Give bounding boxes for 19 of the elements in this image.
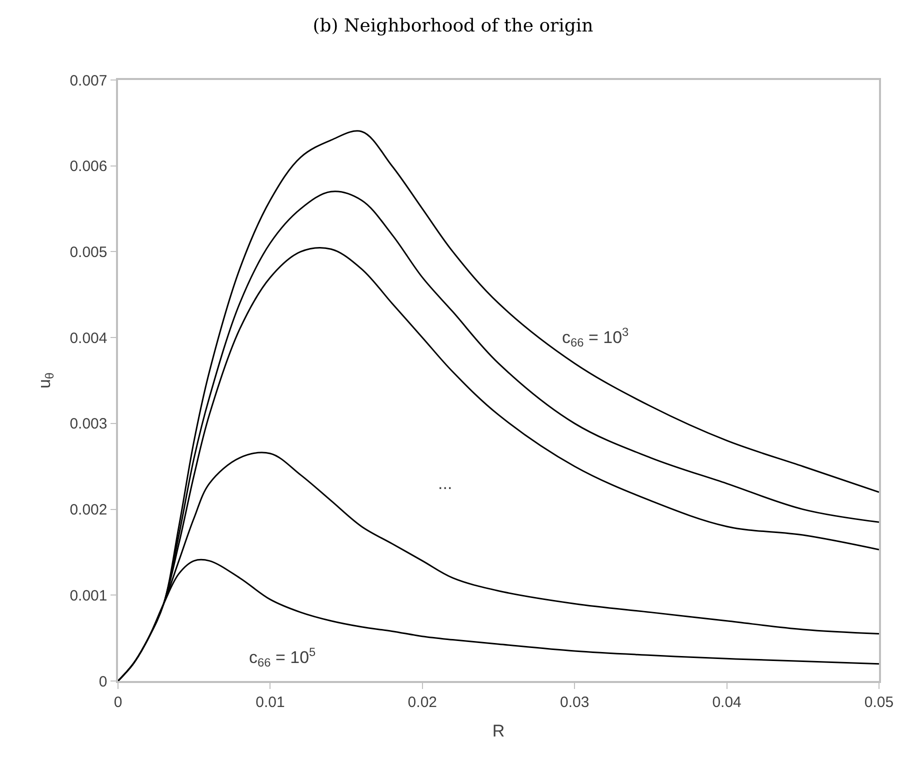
y-tick-label: 0.006 xyxy=(70,158,108,176)
y-tick-label: 0.004 xyxy=(70,330,108,347)
y-tick-label: 0.002 xyxy=(70,502,108,519)
y-tick-label: 0.003 xyxy=(70,416,108,433)
annotation: c$_{66}$ = 10$^{5}$ xyxy=(249,645,316,670)
x-tick-label: 0.05 xyxy=(864,694,894,711)
y-tick-label: 0.005 xyxy=(70,244,108,261)
y-tick-label: 0 xyxy=(98,673,108,690)
annotation: c$_{66}$ = 10$^{3}$ xyxy=(562,325,630,350)
x-tick-label: 0.04 xyxy=(712,694,742,711)
x-tick-label: 0.03 xyxy=(560,694,590,711)
y-tick-label: 0.001 xyxy=(70,587,108,604)
x-tick-label: 0.02 xyxy=(408,694,437,711)
x-tick-label: 0.01 xyxy=(256,694,285,711)
x-axis-title: R xyxy=(492,722,505,741)
annotation: ... xyxy=(438,474,452,493)
y-tick-label: 0.007 xyxy=(70,72,108,90)
x-tick-label: 0 xyxy=(114,694,122,711)
chart-title: (b) Neighborhood of the origin xyxy=(312,16,594,37)
